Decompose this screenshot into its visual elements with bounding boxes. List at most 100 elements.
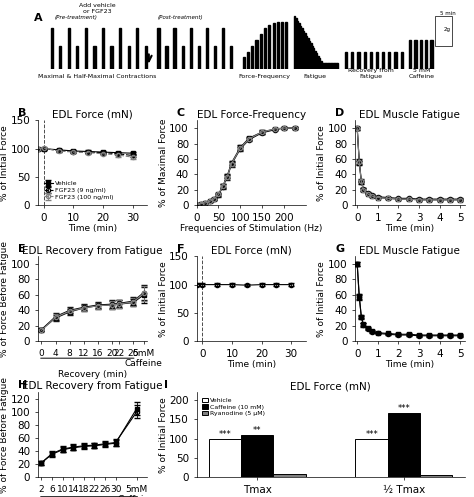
Text: (Post-treatment): (Post-treatment) — [157, 15, 203, 20]
Bar — [320, 61, 322, 70]
Bar — [345, 52, 347, 70]
Text: F: F — [177, 244, 184, 254]
Bar — [110, 46, 112, 70]
Title: EDL Muscle Fatigue: EDL Muscle Fatigue — [359, 246, 460, 255]
Bar — [209, 438, 241, 477]
Bar — [301, 28, 303, 70]
Bar — [335, 64, 337, 70]
Bar — [277, 22, 279, 70]
Bar — [300, 26, 301, 70]
Text: **: ** — [253, 426, 261, 435]
X-axis label: Time (min): Time (min) — [68, 224, 117, 233]
Bar — [68, 28, 70, 70]
Bar — [273, 23, 274, 70]
Bar — [414, 40, 417, 70]
Bar — [304, 33, 306, 70]
Text: I: I — [164, 380, 168, 390]
Title: EDL Force (mN): EDL Force (mN) — [290, 382, 371, 392]
Bar — [318, 56, 319, 70]
Bar — [420, 475, 452, 477]
Bar — [326, 64, 328, 70]
Y-axis label: % of Initial Force: % of Initial Force — [159, 397, 168, 473]
Bar — [319, 59, 320, 70]
Text: Fatigue: Fatigue — [304, 74, 327, 80]
Bar — [247, 52, 249, 70]
Bar — [351, 52, 353, 70]
Bar — [157, 28, 159, 70]
Bar — [311, 46, 313, 70]
Bar — [394, 52, 396, 70]
Bar — [222, 28, 224, 70]
Text: 2g: 2g — [444, 27, 451, 32]
X-axis label: Time (min): Time (min) — [227, 360, 276, 369]
Y-axis label: % of Initial Force: % of Initial Force — [159, 261, 168, 336]
Title: EDL Force (mN): EDL Force (mN) — [211, 246, 292, 255]
Bar — [173, 28, 175, 70]
Text: Force-Frequency: Force-Frequency — [238, 74, 290, 80]
Bar — [331, 64, 332, 70]
Bar — [230, 46, 232, 70]
Text: ***: *** — [219, 430, 231, 439]
Title: EDL Recovery from Fatigue: EDL Recovery from Fatigue — [22, 382, 163, 392]
Bar — [264, 28, 266, 70]
Text: G: G — [336, 244, 345, 254]
Y-axis label: % of Force Before Fatigue: % of Force Before Fatigue — [0, 377, 9, 493]
Bar — [303, 31, 304, 70]
Bar — [214, 46, 216, 70]
Text: A: A — [34, 13, 42, 23]
Y-axis label: % of Force Before Fatigue: % of Force Before Fatigue — [0, 241, 9, 357]
Bar — [401, 52, 402, 70]
Text: Recovery from
Fatigue: Recovery from Fatigue — [348, 69, 393, 80]
Bar — [102, 28, 104, 70]
Bar — [190, 28, 191, 70]
Bar — [136, 28, 138, 70]
Y-axis label: % of Initial Force: % of Initial Force — [318, 125, 327, 201]
Bar — [182, 46, 183, 70]
Text: 5 min: 5 min — [439, 11, 456, 16]
Bar — [388, 52, 390, 70]
Text: Add vehicle
or FGF23: Add vehicle or FGF23 — [79, 3, 116, 14]
Text: Maximal & Half-Maximal Contractions: Maximal & Half-Maximal Contractions — [38, 74, 157, 80]
Bar — [285, 22, 287, 70]
Legend: Vehicle, Caffeine (10 mM), Ryanodine (5 μM): Vehicle, Caffeine (10 mM), Ryanodine (5 … — [200, 395, 268, 419]
Bar — [198, 46, 200, 70]
X-axis label: Time (min): Time (min) — [385, 360, 434, 369]
Text: ***: *** — [398, 404, 410, 413]
Bar — [145, 46, 147, 70]
Bar — [370, 52, 372, 70]
Text: C: C — [177, 108, 185, 118]
Text: ***: *** — [365, 429, 378, 439]
Bar — [328, 64, 329, 70]
Bar — [357, 52, 359, 70]
Text: D: D — [336, 108, 345, 118]
Bar — [298, 23, 300, 70]
Bar — [119, 28, 121, 70]
Bar — [322, 64, 323, 70]
Bar — [76, 46, 78, 70]
Bar — [309, 41, 310, 70]
Bar — [93, 46, 95, 70]
Bar — [297, 21, 298, 70]
Text: 5 mM
Caffeine: 5 mM Caffeine — [409, 69, 435, 80]
Bar — [306, 36, 307, 70]
Y-axis label: % of Maximal Force: % of Maximal Force — [159, 119, 168, 207]
Title: EDL Force (mN): EDL Force (mN) — [52, 110, 133, 120]
Bar — [329, 64, 331, 70]
Bar — [307, 38, 309, 70]
Bar — [316, 53, 318, 70]
Bar — [430, 40, 432, 70]
Bar — [128, 46, 129, 70]
Bar — [241, 435, 273, 477]
Text: B: B — [18, 108, 27, 118]
Bar — [255, 40, 257, 70]
Bar — [281, 22, 283, 70]
Bar — [388, 414, 420, 477]
Title: EDL Muscle Fatigue: EDL Muscle Fatigue — [359, 110, 460, 120]
Title: EDL Force-Frequency: EDL Force-Frequency — [197, 110, 306, 120]
Text: (Pre-treatment): (Pre-treatment) — [55, 15, 98, 20]
Bar — [334, 64, 335, 70]
Bar — [294, 16, 295, 70]
Bar — [332, 64, 334, 70]
Y-axis label: % of Initial Force: % of Initial Force — [0, 125, 9, 201]
Bar — [425, 40, 427, 70]
